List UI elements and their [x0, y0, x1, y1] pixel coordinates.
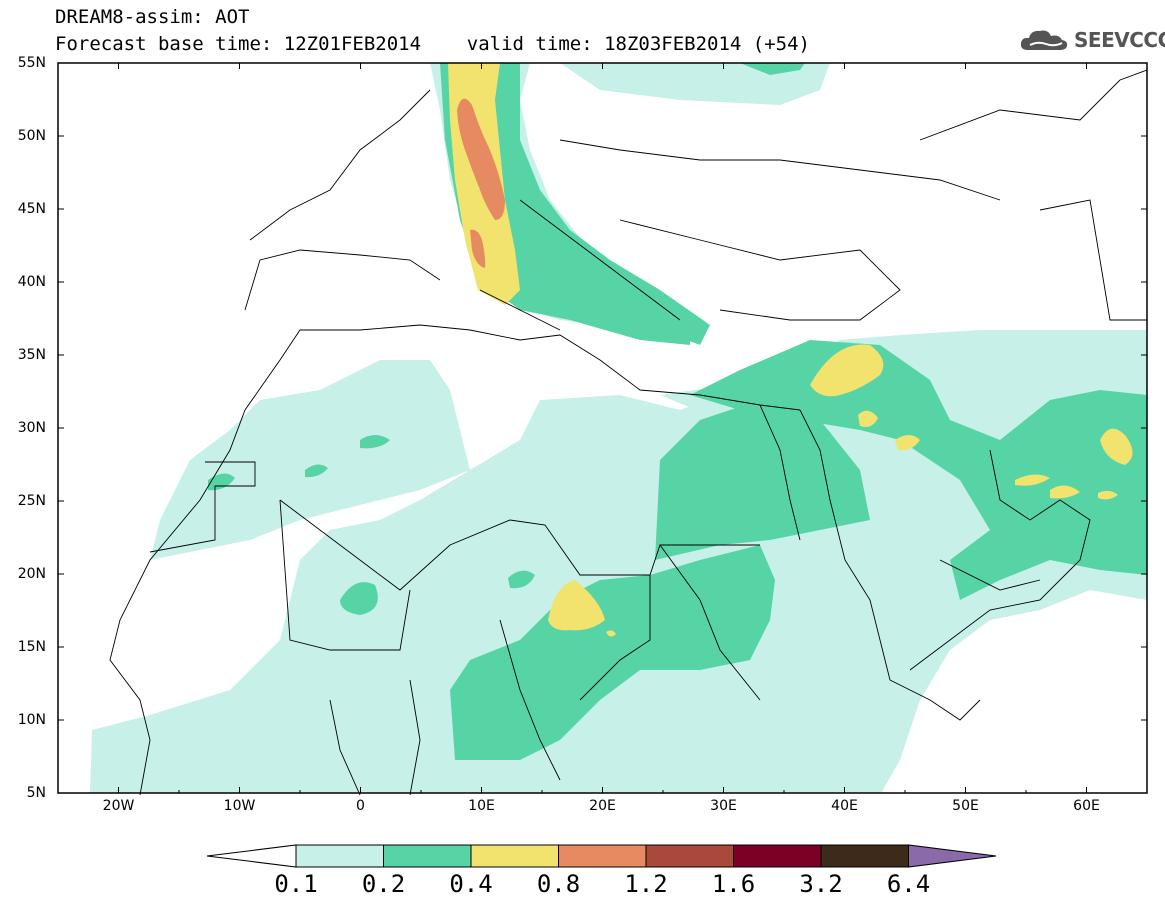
colorbar-segment — [820, 844, 909, 868]
aot-field — [90, 63, 1147, 793]
colorbar-segment — [558, 844, 647, 868]
lat-label: 25N — [17, 493, 46, 509]
lon-label: 20E — [589, 798, 616, 814]
lon-label: 30E — [710, 798, 737, 814]
lat-label: 30N — [17, 420, 46, 436]
colorbar-label: 0.2 — [361, 870, 406, 898]
lon-label: 10W — [223, 798, 256, 814]
colorbar-high-arrow — [908, 844, 997, 868]
colorbar-segment — [383, 844, 472, 868]
lon-label: 10E — [468, 798, 495, 814]
lat-label: 40N — [17, 274, 46, 290]
colorbar-segment — [470, 844, 559, 868]
lat-label: 5N — [26, 785, 46, 801]
colorbar-segment — [295, 844, 384, 868]
lat-label: 20N — [17, 566, 46, 582]
colorbar — [206, 844, 997, 868]
colorbar-label: 3.2 — [799, 870, 843, 898]
colorbar-label: 1.2 — [624, 870, 668, 898]
geographic-boundaries — [109, 69, 1148, 796]
cloud-icon — [1020, 30, 1068, 50]
lon-label: 0 — [356, 798, 365, 814]
lat-label: 50N — [17, 128, 46, 144]
colorbar-label: 6.4 — [886, 870, 931, 898]
lat-label: 10N — [17, 712, 46, 728]
colorbar-label: 0.1 — [274, 870, 318, 898]
lat-label: 15N — [17, 639, 46, 655]
colorbar-segment — [645, 844, 734, 868]
colorbar-label: 0.4 — [449, 870, 493, 898]
lon-label: 60E — [1073, 798, 1100, 814]
lat-label: 35N — [17, 347, 46, 363]
colorbar-segment — [733, 844, 822, 868]
map-title: DREAM8-assim: AOT — [55, 6, 250, 28]
colorbar-label: 1.6 — [711, 870, 756, 898]
lon-label: 40E — [831, 798, 858, 814]
lon-label: 50E — [952, 798, 979, 814]
colorbar-low-arrow — [206, 844, 297, 868]
axis-ticks — [57, 62, 1148, 794]
lon-label: 20W — [102, 798, 135, 814]
forecast-times: Forecast base time: 12Z01FEB2014 valid t… — [55, 33, 810, 55]
lat-label: 45N — [17, 201, 46, 217]
seevccc-logo: SEEVCCC — [1018, 26, 1165, 54]
lat-label: 55N — [17, 55, 46, 71]
colorbar-label: 0.8 — [536, 870, 581, 898]
logo-text: SEEVCCC — [1074, 28, 1165, 52]
